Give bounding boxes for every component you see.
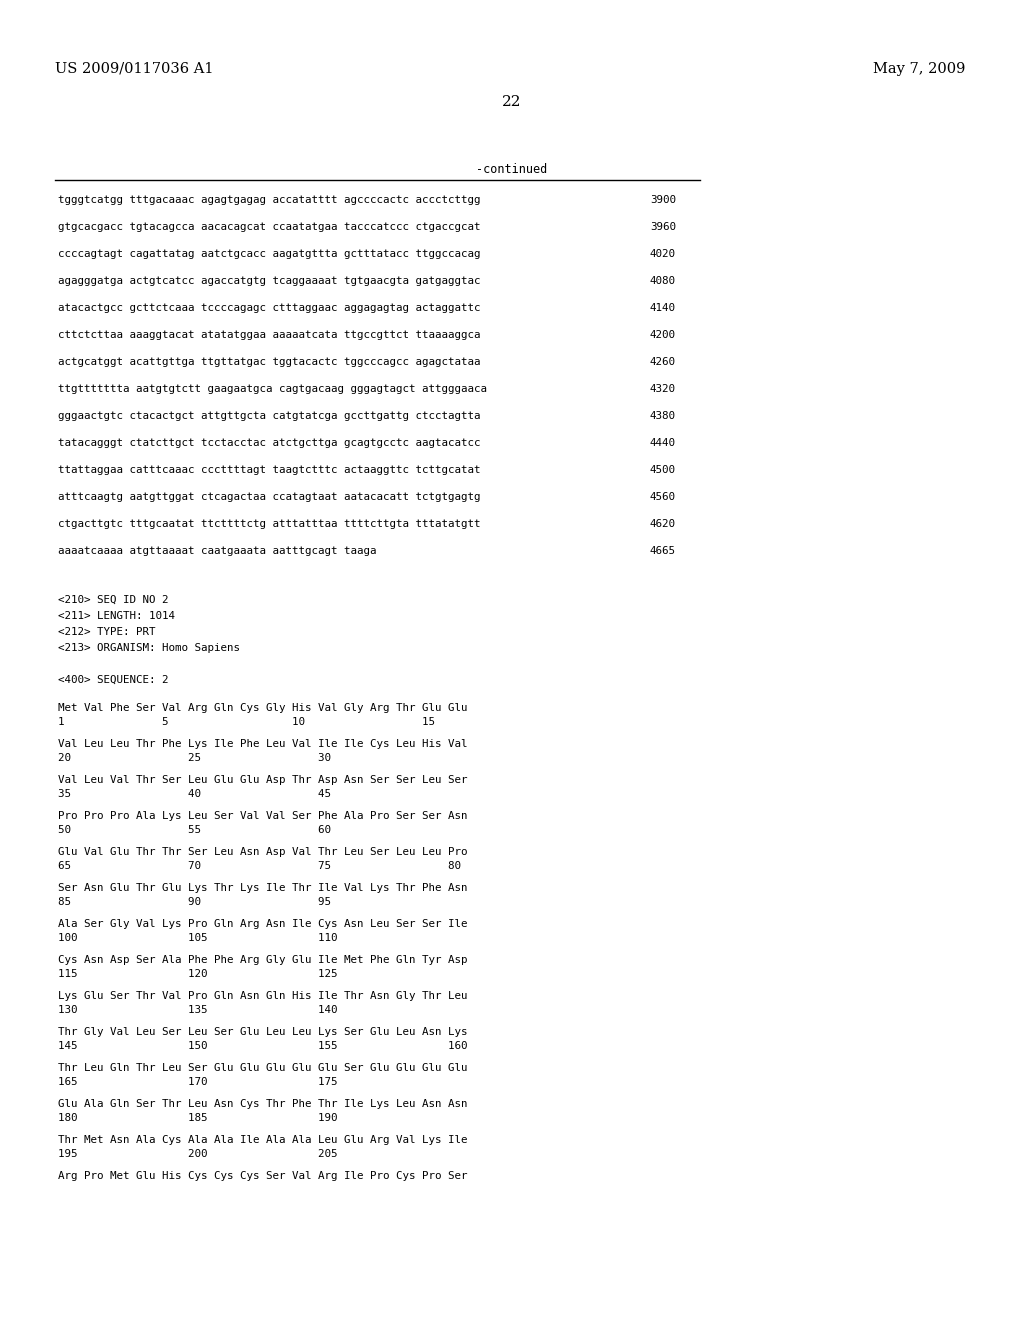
Text: 195                 200                 205: 195 200 205 — [58, 1148, 338, 1159]
Text: 4560: 4560 — [650, 492, 676, 502]
Text: 4665: 4665 — [650, 546, 676, 556]
Text: Val Leu Val Thr Ser Leu Glu Glu Asp Thr Asp Asn Ser Ser Leu Ser: Val Leu Val Thr Ser Leu Glu Glu Asp Thr … — [58, 775, 468, 785]
Text: <400> SEQUENCE: 2: <400> SEQUENCE: 2 — [58, 675, 169, 685]
Text: Val Leu Leu Thr Phe Lys Ile Phe Leu Val Ile Ile Cys Leu His Val: Val Leu Leu Thr Phe Lys Ile Phe Leu Val … — [58, 739, 468, 748]
Text: atacactgcc gcttctcaaa tccccagagc ctttaggaac aggagagtag actaggattc: atacactgcc gcttctcaaa tccccagagc ctttagg… — [58, 304, 480, 313]
Text: <213> ORGANISM: Homo Sapiens: <213> ORGANISM: Homo Sapiens — [58, 643, 240, 653]
Text: Thr Gly Val Leu Ser Leu Ser Glu Leu Leu Lys Ser Glu Leu Asn Lys: Thr Gly Val Leu Ser Leu Ser Glu Leu Leu … — [58, 1027, 468, 1038]
Text: 4380: 4380 — [650, 411, 676, 421]
Text: Ala Ser Gly Val Lys Pro Gln Arg Asn Ile Cys Asn Leu Ser Ser Ile: Ala Ser Gly Val Lys Pro Gln Arg Asn Ile … — [58, 919, 468, 929]
Text: 4140: 4140 — [650, 304, 676, 313]
Text: 4020: 4020 — [650, 249, 676, 259]
Text: ttattaggaa catttcaaac cccttttagt taagtctttc actaaggttc tcttgcatat: ttattaggaa catttcaaac cccttttagt taagtct… — [58, 465, 480, 475]
Text: 4080: 4080 — [650, 276, 676, 286]
Text: 20                  25                  30: 20 25 30 — [58, 752, 331, 763]
Text: 180                 185                 190: 180 185 190 — [58, 1113, 338, 1123]
Text: 100                 105                 110: 100 105 110 — [58, 933, 338, 942]
Text: Ser Asn Glu Thr Glu Lys Thr Lys Ile Thr Ile Val Lys Thr Phe Asn: Ser Asn Glu Thr Glu Lys Thr Lys Ile Thr … — [58, 883, 468, 894]
Text: actgcatggt acattgttga ttgttatgac tggtacactc tggcccagcc agagctataa: actgcatggt acattgttga ttgttatgac tggtaca… — [58, 356, 480, 367]
Text: Pro Pro Pro Ala Lys Leu Ser Val Val Ser Phe Ala Pro Ser Ser Asn: Pro Pro Pro Ala Lys Leu Ser Val Val Ser … — [58, 810, 468, 821]
Text: Cys Asn Asp Ser Ala Phe Phe Arg Gly Glu Ile Met Phe Gln Tyr Asp: Cys Asn Asp Ser Ala Phe Phe Arg Gly Glu … — [58, 954, 468, 965]
Text: <212> TYPE: PRT: <212> TYPE: PRT — [58, 627, 156, 638]
Text: 115                 120                 125: 115 120 125 — [58, 969, 338, 979]
Text: 145                 150                 155                 160: 145 150 155 160 — [58, 1041, 468, 1051]
Text: aaaatcaaaa atgttaaaat caatgaaata aatttgcagt taaga: aaaatcaaaa atgttaaaat caatgaaata aatttgc… — [58, 546, 377, 556]
Text: 130                 135                 140: 130 135 140 — [58, 1005, 338, 1015]
Text: 3960: 3960 — [650, 222, 676, 232]
Text: Thr Leu Gln Thr Leu Ser Glu Glu Glu Glu Glu Ser Glu Glu Glu Glu: Thr Leu Gln Thr Leu Ser Glu Glu Glu Glu … — [58, 1063, 468, 1073]
Text: tatacagggt ctatcttgct tcctacctac atctgcttga gcagtgcctc aagtacatcc: tatacagggt ctatcttgct tcctacctac atctgct… — [58, 438, 480, 447]
Text: gggaactgtc ctacactgct attgttgcta catgtatcga gccttgattg ctcctagtta: gggaactgtc ctacactgct attgttgcta catgtat… — [58, 411, 480, 421]
Text: <210> SEQ ID NO 2: <210> SEQ ID NO 2 — [58, 595, 169, 605]
Text: ctgacttgtc tttgcaatat ttcttttctg atttatttaa ttttcttgta tttatatgtt: ctgacttgtc tttgcaatat ttcttttctg atttatt… — [58, 519, 480, 529]
Text: Lys Glu Ser Thr Val Pro Gln Asn Gln His Ile Thr Asn Gly Thr Leu: Lys Glu Ser Thr Val Pro Gln Asn Gln His … — [58, 991, 468, 1001]
Text: 4500: 4500 — [650, 465, 676, 475]
Text: atttcaagtg aatgttggat ctcagactaa ccatagtaat aatacacatt tctgtgagtg: atttcaagtg aatgttggat ctcagactaa ccatagt… — [58, 492, 480, 502]
Text: Arg Pro Met Glu His Cys Cys Cys Ser Val Arg Ile Pro Cys Pro Ser: Arg Pro Met Glu His Cys Cys Cys Ser Val … — [58, 1171, 468, 1181]
Text: 3900: 3900 — [650, 195, 676, 205]
Text: <211> LENGTH: 1014: <211> LENGTH: 1014 — [58, 611, 175, 620]
Text: Glu Ala Gln Ser Thr Leu Asn Cys Thr Phe Thr Ile Lys Leu Asn Asn: Glu Ala Gln Ser Thr Leu Asn Cys Thr Phe … — [58, 1100, 468, 1109]
Text: ccccagtagt cagattatag aatctgcacc aagatgttta gctttatacc ttggccacag: ccccagtagt cagattatag aatctgcacc aagatgt… — [58, 249, 480, 259]
Text: agagggatga actgtcatcc agaccatgtg tcaggaaaat tgtgaacgta gatgaggtac: agagggatga actgtcatcc agaccatgtg tcaggaa… — [58, 276, 480, 286]
Text: US 2009/0117036 A1: US 2009/0117036 A1 — [55, 62, 213, 77]
Text: 4200: 4200 — [650, 330, 676, 341]
Text: 35                  40                  45: 35 40 45 — [58, 789, 331, 799]
Text: May 7, 2009: May 7, 2009 — [872, 62, 965, 77]
Text: 1               5                   10                  15: 1 5 10 15 — [58, 717, 435, 727]
Text: ttgttttttta aatgtgtctt gaagaatgca cagtgacaag gggagtagct attgggaaca: ttgttttttta aatgtgtctt gaagaatgca cagtga… — [58, 384, 487, 393]
Text: 165                 170                 175: 165 170 175 — [58, 1077, 338, 1086]
Text: 65                  70                  75                  80: 65 70 75 80 — [58, 861, 461, 871]
Text: 4440: 4440 — [650, 438, 676, 447]
Text: Met Val Phe Ser Val Arg Gln Cys Gly His Val Gly Arg Thr Glu Glu: Met Val Phe Ser Val Arg Gln Cys Gly His … — [58, 704, 468, 713]
Text: 4320: 4320 — [650, 384, 676, 393]
Text: 4260: 4260 — [650, 356, 676, 367]
Text: Glu Val Glu Thr Thr Ser Leu Asn Asp Val Thr Leu Ser Leu Leu Pro: Glu Val Glu Thr Thr Ser Leu Asn Asp Val … — [58, 847, 468, 857]
Text: 50                  55                  60: 50 55 60 — [58, 825, 331, 836]
Text: Thr Met Asn Ala Cys Ala Ala Ile Ala Ala Leu Glu Arg Val Lys Ile: Thr Met Asn Ala Cys Ala Ala Ile Ala Ala … — [58, 1135, 468, 1144]
Text: 22: 22 — [502, 95, 522, 110]
Text: cttctcttaa aaaggtacat atatatggaa aaaaatcata ttgccgttct ttaaaaggca: cttctcttaa aaaggtacat atatatggaa aaaaatc… — [58, 330, 480, 341]
Text: gtgcacgacc tgtacagcca aacacagcat ccaatatgaa tacccatccc ctgaccgcat: gtgcacgacc tgtacagcca aacacagcat ccaatat… — [58, 222, 480, 232]
Text: 85                  90                  95: 85 90 95 — [58, 898, 331, 907]
Text: tgggtcatgg tttgacaaac agagtgagag accatatttt agccccactc accctcttgg: tgggtcatgg tttgacaaac agagtgagag accatat… — [58, 195, 480, 205]
Text: -continued: -continued — [476, 162, 548, 176]
Text: 4620: 4620 — [650, 519, 676, 529]
